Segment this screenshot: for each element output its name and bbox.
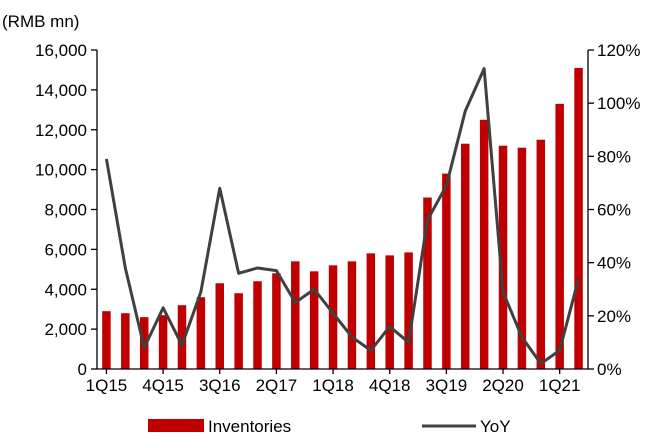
line-yoy	[104, 67, 581, 366]
bar-inventories	[196, 297, 206, 369]
y-right-tick-label: 80%	[597, 147, 631, 166]
x-tick-label: 3Q16	[199, 376, 241, 395]
unit-label: (RMB mn)	[2, 12, 79, 31]
y-right-tick-label: 60%	[597, 201, 631, 220]
x-tick-label: 3Q19	[426, 376, 468, 395]
y-right-tick-label: 40%	[597, 254, 631, 273]
y-left-tick-label: 10,000	[35, 161, 87, 180]
bar-inventories	[385, 255, 394, 369]
line-series-yoy	[104, 67, 581, 366]
bar-inventories	[574, 67, 583, 369]
bar-inventories	[102, 311, 111, 369]
bar-inventories	[328, 265, 338, 369]
bar-inventories	[121, 313, 130, 369]
bar-inventories	[442, 173, 451, 369]
legend-label-yoy: YoY	[480, 417, 511, 436]
x-tick-label: 2Q17	[256, 376, 298, 395]
bar-inventories	[536, 139, 546, 369]
bar-inventories	[347, 261, 357, 369]
bar-inventories	[272, 273, 281, 369]
y-left-tick-label: 12,000	[35, 121, 87, 140]
x-tick-label: 1Q18	[312, 376, 354, 395]
y-left-tick-label: 4,000	[44, 280, 87, 299]
x-tick-label: 2Q20	[482, 376, 524, 395]
bar-inventories	[517, 147, 527, 369]
bar-inventories	[498, 145, 508, 369]
bar-inventories	[291, 261, 300, 369]
legend: Inventories YoY	[148, 417, 511, 436]
bar-inventories	[253, 281, 262, 369]
y-right-tick-label: 120%	[597, 41, 640, 60]
y-right-tick-label: 20%	[597, 307, 631, 326]
y-left-tick-label: 0	[78, 360, 87, 379]
y-left-tick-label: 16,000	[35, 41, 87, 60]
y-left-tick-label: 6,000	[44, 240, 87, 259]
axes: 0 2,000 4,000 6,000 8,000 10,000 12,000 14,000 1…	[35, 41, 640, 395]
legend-swatch-inventories	[148, 419, 204, 432]
bar-inventories	[479, 119, 489, 369]
y-right-tick-label: 0%	[597, 360, 622, 379]
y-left-tick-label: 2,000	[44, 320, 87, 339]
y-right-tick-label: 100%	[597, 94, 640, 113]
x-tick-label: 1Q15	[86, 376, 128, 395]
bar-inventories	[177, 305, 187, 369]
bar-series-inventories	[102, 67, 583, 369]
bar-inventories	[309, 271, 319, 369]
bar-inventories	[215, 283, 224, 369]
y-left-tick-label: 8,000	[44, 201, 87, 220]
bar-inventories	[234, 293, 243, 369]
x-tick-label: 1Q21	[539, 376, 581, 395]
bar-inventories	[366, 253, 376, 369]
x-tick-label: 4Q18	[369, 376, 411, 395]
bar-inventories	[158, 315, 168, 369]
bar-inventories	[461, 143, 470, 369]
x-tick-label: 4Q15	[142, 376, 184, 395]
y-left-tick-label: 14,000	[35, 81, 87, 100]
bar-inventories	[555, 103, 564, 369]
bar-inventories	[404, 252, 413, 369]
bar-inventories	[423, 197, 432, 369]
legend-label-inventories: Inventories	[208, 417, 291, 436]
